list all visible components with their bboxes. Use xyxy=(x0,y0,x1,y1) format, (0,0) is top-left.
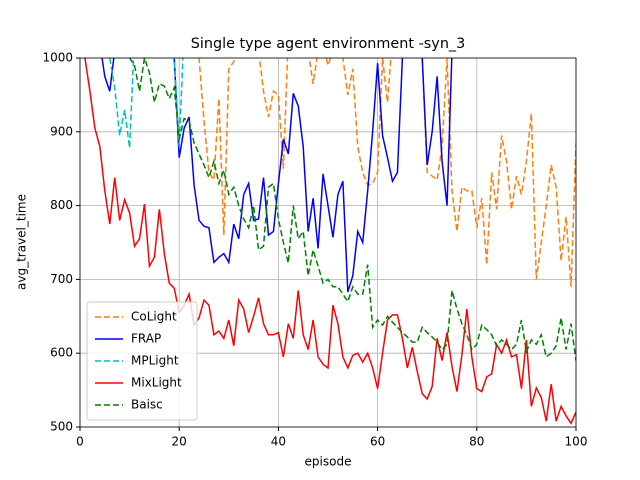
series-line xyxy=(101,58,453,293)
series-line xyxy=(128,58,576,361)
series-line xyxy=(84,58,576,425)
y-tick-label: 500 xyxy=(50,420,73,434)
y-tick-label: 1000 xyxy=(42,51,73,65)
chart-title: Single type agent environment -syn_3 xyxy=(191,36,466,52)
y-tick-label: 800 xyxy=(50,198,73,212)
legend-label: FRAP xyxy=(131,332,161,346)
plot-frame xyxy=(79,57,577,428)
legend-label: CoLight xyxy=(131,310,177,324)
y-tick-label: 600 xyxy=(50,346,73,360)
x-tick-label: 40 xyxy=(271,435,286,449)
legend-label: MPLight xyxy=(131,354,179,368)
x-tick-label: 0 xyxy=(76,435,84,449)
legend-label: MixLight xyxy=(131,376,182,390)
series-line xyxy=(108,58,184,149)
y-axis-label: avg_travel_time xyxy=(15,194,29,290)
x-axis-label: episode xyxy=(305,455,352,469)
plot-area xyxy=(84,58,576,425)
legend-label: Baisc xyxy=(131,398,163,412)
legend-box xyxy=(86,301,198,421)
x-tick-label: 20 xyxy=(172,435,187,449)
x-tick-label: 60 xyxy=(370,435,385,449)
y-tick-label: 700 xyxy=(50,272,73,286)
y-tick-label: 900 xyxy=(50,124,73,138)
series-line xyxy=(198,58,576,287)
x-tick-label: 80 xyxy=(469,435,484,449)
legend: CoLight FRAP MPLight MixLight Baisc xyxy=(86,301,198,421)
x-tick-label: 100 xyxy=(565,435,588,449)
